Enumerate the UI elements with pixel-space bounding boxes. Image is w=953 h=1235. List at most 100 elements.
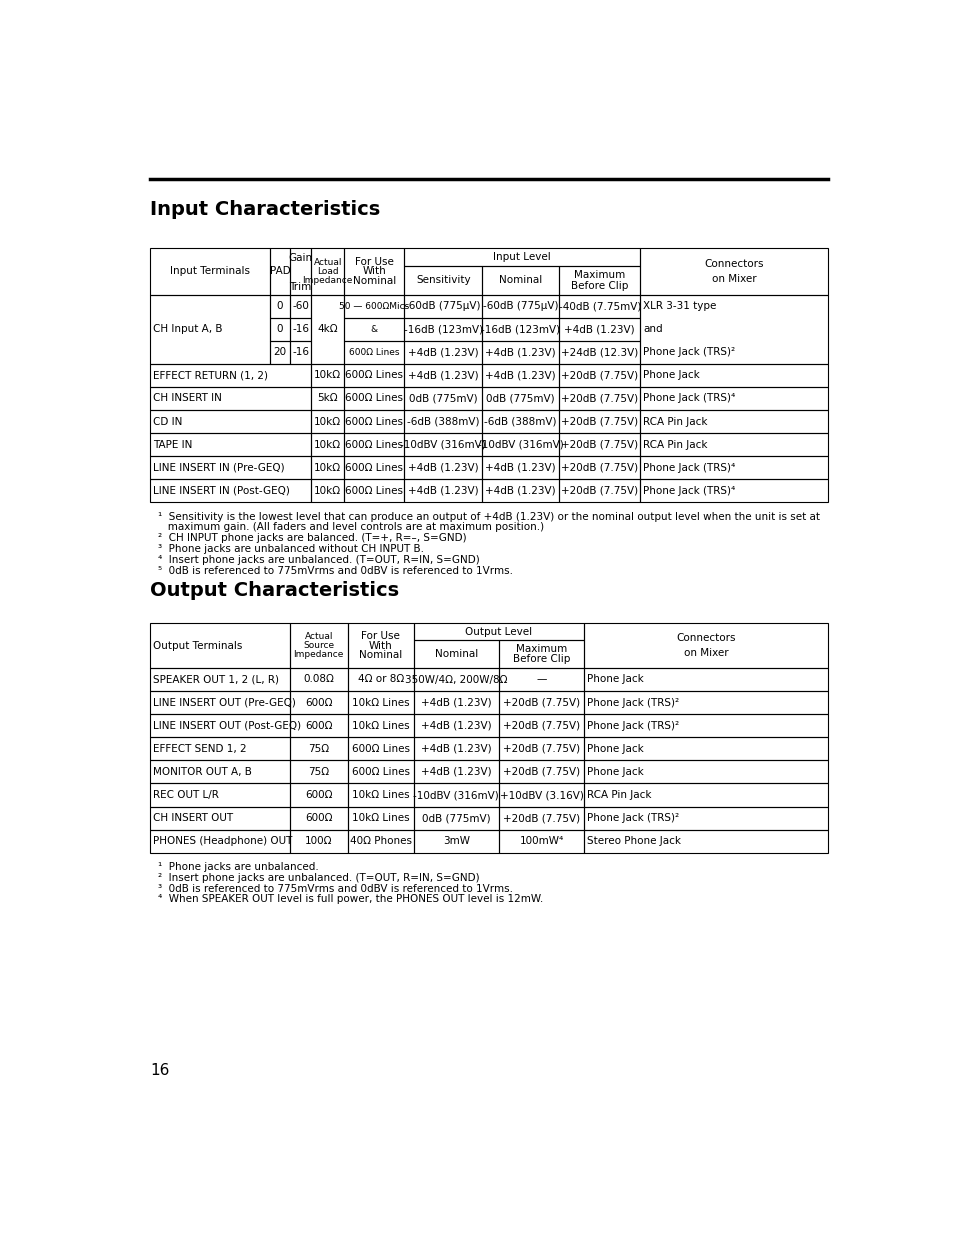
- Bar: [583, 737, 827, 761]
- Text: 10kΩ Lines: 10kΩ Lines: [352, 721, 409, 731]
- Text: ²  CH INPUT phone jacks are balanced. (T=+, R=–, S=GND): ² CH INPUT phone jacks are balanced. (T=…: [158, 534, 466, 543]
- Bar: [414, 737, 498, 761]
- Text: Connectors: Connectors: [703, 258, 762, 269]
- Text: RCA Pin Jack: RCA Pin Jack: [587, 790, 651, 800]
- Text: EFFECT SEND 1, 2: EFFECT SEND 1, 2: [153, 743, 247, 753]
- Text: Load: Load: [316, 267, 338, 275]
- Text: 3mW: 3mW: [442, 836, 470, 846]
- Text: SPEAKER OUT 1, 2 (L, R): SPEAKER OUT 1, 2 (L, R): [153, 674, 279, 684]
- Text: +20dB (7.75V): +20dB (7.75V): [560, 416, 638, 426]
- Text: ¹  Phone jacks are unbalanced.: ¹ Phone jacks are unbalanced.: [158, 862, 318, 872]
- Bar: [150, 737, 290, 761]
- Bar: [290, 783, 348, 806]
- Bar: [150, 248, 270, 294]
- Text: Phone Jack: Phone Jack: [587, 743, 643, 753]
- Text: 600Ω: 600Ω: [305, 721, 333, 731]
- Bar: [558, 364, 639, 387]
- Bar: [270, 341, 290, 364]
- Bar: [344, 456, 404, 479]
- Text: +20dB (7.75V): +20dB (7.75V): [502, 767, 579, 777]
- Text: -6dB (388mV): -6dB (388mV): [407, 416, 479, 426]
- Bar: [404, 248, 639, 266]
- Text: TAPE IN: TAPE IN: [153, 440, 193, 450]
- Text: Phone Jack (TRS)²: Phone Jack (TRS)²: [587, 813, 679, 823]
- Text: 0: 0: [276, 301, 283, 311]
- Text: 10kΩ: 10kΩ: [314, 463, 341, 473]
- Bar: [290, 248, 311, 294]
- Text: LINE INSERT OUT (Post-GEQ): LINE INSERT OUT (Post-GEQ): [153, 721, 301, 731]
- Text: Nominal: Nominal: [435, 650, 477, 659]
- Text: Phone Jack (TRS)²: Phone Jack (TRS)²: [587, 721, 679, 731]
- Bar: [498, 714, 583, 737]
- Bar: [150, 761, 290, 783]
- Text: RCA Pin Jack: RCA Pin Jack: [642, 416, 707, 426]
- Text: Output Level: Output Level: [465, 627, 532, 637]
- Bar: [344, 479, 404, 503]
- Text: +20dB (7.75V): +20dB (7.75V): [560, 463, 638, 473]
- Text: LINE INSERT IN (Post-GEQ): LINE INSERT IN (Post-GEQ): [153, 485, 290, 495]
- Bar: [404, 364, 481, 387]
- Bar: [344, 317, 404, 341]
- Bar: [348, 761, 414, 783]
- Text: Input Characteristics: Input Characteristics: [150, 200, 380, 220]
- Text: 600Ω Lines: 600Ω Lines: [352, 743, 410, 753]
- Text: Phone Jack (TRS)⁴: Phone Jack (TRS)⁴: [642, 485, 735, 495]
- Bar: [583, 761, 827, 783]
- Bar: [404, 433, 481, 456]
- Text: CH Input A, B: CH Input A, B: [153, 324, 223, 335]
- Bar: [558, 456, 639, 479]
- Text: 350W/4Ω, 200W/8Ω: 350W/4Ω, 200W/8Ω: [405, 674, 507, 684]
- Bar: [404, 387, 481, 410]
- Bar: [498, 737, 583, 761]
- Text: 600Ω Lines: 600Ω Lines: [345, 394, 403, 404]
- Text: PAD: PAD: [270, 267, 290, 277]
- Text: LINE INSERT IN (Pre-GEQ): LINE INSERT IN (Pre-GEQ): [153, 463, 285, 473]
- Text: REC OUT L/R: REC OUT L/R: [153, 790, 219, 800]
- Text: +20dB (7.75V): +20dB (7.75V): [502, 698, 579, 708]
- Bar: [150, 456, 311, 479]
- Bar: [414, 830, 498, 852]
- Text: ²  Insert phone jacks are unbalanced. (T=OUT, R=IN, S=GND): ² Insert phone jacks are unbalanced. (T=…: [158, 873, 479, 883]
- Bar: [558, 410, 639, 433]
- Text: 600Ω Lines: 600Ω Lines: [345, 370, 403, 380]
- Bar: [348, 737, 414, 761]
- Text: 0dB (775mV): 0dB (775mV): [421, 813, 490, 823]
- Text: Connectors: Connectors: [676, 632, 735, 643]
- Bar: [311, 456, 344, 479]
- Text: ³  Phone jacks are unbalanced without CH INPUT B.: ³ Phone jacks are unbalanced without CH …: [158, 543, 423, 555]
- Text: -60dB (775μV): -60dB (775μV): [482, 301, 558, 311]
- Text: 0: 0: [276, 324, 283, 335]
- Text: +4dB (1.23V): +4dB (1.23V): [420, 767, 491, 777]
- Bar: [558, 387, 639, 410]
- Text: Output Terminals: Output Terminals: [153, 641, 242, 651]
- Bar: [311, 364, 344, 387]
- Text: 600Ω Lines: 600Ω Lines: [352, 767, 410, 777]
- Text: -10dBV (316mV): -10dBV (316mV): [413, 790, 498, 800]
- Text: 0.08Ω: 0.08Ω: [303, 674, 334, 684]
- Text: RCA Pin Jack: RCA Pin Jack: [642, 440, 707, 450]
- Bar: [290, 317, 311, 341]
- Text: -16dB (123mV): -16dB (123mV): [480, 324, 559, 335]
- Text: LINE INSERT OUT (Pre-GEQ): LINE INSERT OUT (Pre-GEQ): [153, 698, 296, 708]
- Text: 600Ω: 600Ω: [305, 698, 333, 708]
- Text: With: With: [369, 641, 393, 651]
- Bar: [150, 364, 311, 387]
- Bar: [150, 624, 290, 668]
- Text: &: &: [371, 325, 377, 333]
- Text: With: With: [362, 267, 386, 277]
- Text: Sensitivity: Sensitivity: [416, 275, 470, 285]
- Bar: [481, 317, 558, 341]
- Text: ⁵  0dB is referenced to 775mVrms and 0dBV is referenced to 1Vrms.: ⁵ 0dB is referenced to 775mVrms and 0dBV…: [158, 566, 513, 576]
- Text: Nominal: Nominal: [498, 275, 541, 285]
- Text: Phone Jack (TRS)⁴: Phone Jack (TRS)⁴: [642, 394, 735, 404]
- Bar: [498, 640, 583, 668]
- Bar: [290, 714, 348, 737]
- Bar: [348, 668, 414, 692]
- Text: 10kΩ Lines: 10kΩ Lines: [352, 790, 409, 800]
- Bar: [414, 640, 498, 668]
- Bar: [414, 761, 498, 783]
- Text: 600Ω: 600Ω: [305, 790, 333, 800]
- Text: 10kΩ: 10kΩ: [314, 416, 341, 426]
- Text: 40Ω Phones: 40Ω Phones: [350, 836, 412, 846]
- Text: on Mixer: on Mixer: [711, 274, 756, 284]
